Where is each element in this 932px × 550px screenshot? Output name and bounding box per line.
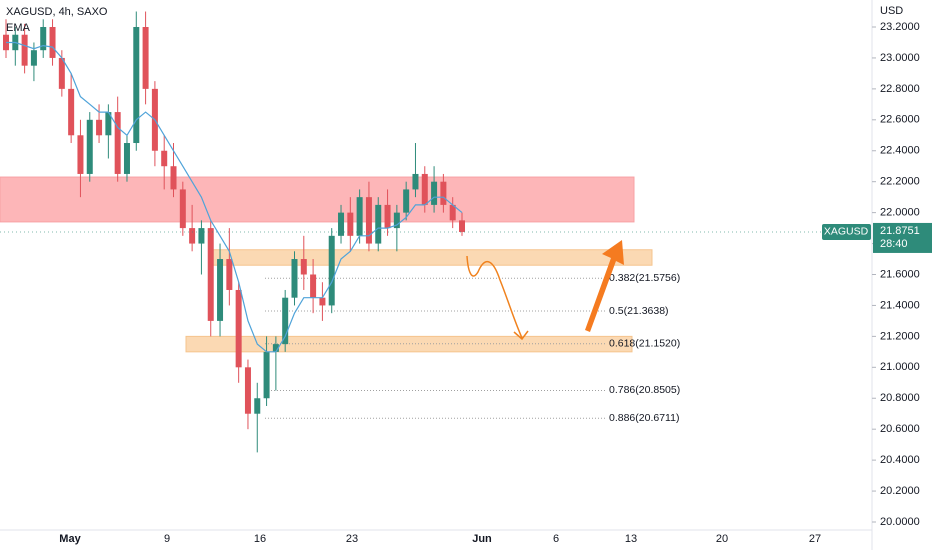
x-tick-label: Jun xyxy=(472,533,492,545)
candle-body xyxy=(77,135,84,174)
candle-body xyxy=(393,212,400,229)
candle-body xyxy=(244,367,251,414)
currency-label: USD xyxy=(880,5,903,17)
candle-body xyxy=(412,173,419,190)
candle-body xyxy=(403,189,410,213)
candle-body xyxy=(235,289,242,368)
candle-body xyxy=(319,297,326,306)
ema-line xyxy=(6,41,463,353)
x-tick-label: 6 xyxy=(553,533,559,545)
candle-body xyxy=(86,119,93,174)
x-tick-label: 9 xyxy=(164,533,170,545)
y-tick-label: 22.4000 xyxy=(880,145,920,157)
candle-body xyxy=(375,204,382,244)
y-tick-label: 20.0000 xyxy=(880,516,920,528)
y-tick-label: 20.4000 xyxy=(880,454,920,466)
candle-body xyxy=(58,57,65,89)
y-tick-label: 20.6000 xyxy=(880,423,920,435)
x-tick-label: May xyxy=(59,533,81,545)
y-tick-label: 21.2000 xyxy=(880,330,920,342)
candle-body xyxy=(217,259,224,321)
candle-body xyxy=(300,259,307,275)
up-arrow xyxy=(585,240,624,332)
fib-label: 0.618(21.1520) xyxy=(609,338,680,350)
candle-body xyxy=(421,173,428,205)
candle-body xyxy=(226,259,233,290)
candle-body xyxy=(161,150,168,167)
x-tick-label: 23 xyxy=(346,533,358,545)
candle-body xyxy=(142,27,149,89)
candle-body xyxy=(263,351,270,399)
symbol-tag-text: XAGUSD xyxy=(824,226,869,238)
y-tick-label: 20.8000 xyxy=(880,392,920,404)
candle-body xyxy=(133,27,140,144)
candle-body xyxy=(282,297,289,345)
fib-label: 0.786(20.8505) xyxy=(609,384,680,396)
candle-body xyxy=(105,112,112,136)
candle-body xyxy=(310,274,317,298)
candle-body xyxy=(207,228,214,321)
candle-body xyxy=(68,88,75,136)
candle-body xyxy=(449,204,456,221)
candle-body xyxy=(272,344,279,352)
y-tick-label: 21.6000 xyxy=(880,268,920,280)
candle-body xyxy=(21,34,28,66)
x-tick-label: 16 xyxy=(254,533,266,545)
candle-body xyxy=(365,197,372,244)
candle-body xyxy=(123,143,130,174)
y-tick-label: 22.2000 xyxy=(880,176,920,188)
candle-body xyxy=(347,212,354,236)
price-tag-text: 21.8751 xyxy=(880,225,920,237)
projection-curve xyxy=(466,255,523,339)
chart-title: XAGUSD, 4h, SAXO xyxy=(6,6,108,18)
fib-label: 0.382(21.5756) xyxy=(609,272,680,284)
price-tag xyxy=(873,222,932,253)
candle-body xyxy=(198,228,205,244)
candle-body xyxy=(40,27,47,51)
projection-arrowhead xyxy=(513,330,529,341)
y-tick-label: 20.2000 xyxy=(880,485,920,497)
candle-body xyxy=(254,398,261,414)
fib-label: 0.5(21.3638) xyxy=(609,305,669,317)
countdown-text: 28:40 xyxy=(880,238,908,250)
candle-body xyxy=(114,112,121,174)
indicator-label: EMA xyxy=(6,22,31,34)
candle-body xyxy=(291,259,298,298)
candle-body xyxy=(459,220,465,232)
candle-body xyxy=(189,228,196,244)
candle-body xyxy=(356,197,363,236)
zone xyxy=(209,249,653,266)
candle-body xyxy=(384,204,391,229)
y-tick-label: 22.6000 xyxy=(880,114,920,126)
candle-body xyxy=(49,27,56,58)
x-tick-label: 13 xyxy=(625,533,637,545)
x-tick-label: 20 xyxy=(716,533,728,545)
candle-body xyxy=(328,235,335,306)
y-tick-label: 21.4000 xyxy=(880,299,920,311)
x-tick-label: 27 xyxy=(809,533,821,545)
candle-body xyxy=(179,189,186,229)
candle-body xyxy=(96,119,103,136)
y-tick-label: 22.8000 xyxy=(880,83,920,95)
fib-label: 0.886(20.6711) xyxy=(609,412,679,424)
y-tick-label: 23.0000 xyxy=(880,52,920,64)
candle-body xyxy=(338,212,345,236)
symbol-tag xyxy=(822,223,871,240)
candle-body xyxy=(170,166,177,190)
y-tick-label: 21.0000 xyxy=(880,361,920,373)
candle-body xyxy=(440,181,447,205)
candle-body xyxy=(431,181,438,205)
zone xyxy=(0,176,635,223)
y-tick-label: 22.0000 xyxy=(880,207,920,219)
y-tick-label: 23.2000 xyxy=(880,21,920,33)
candle-body xyxy=(30,50,37,66)
